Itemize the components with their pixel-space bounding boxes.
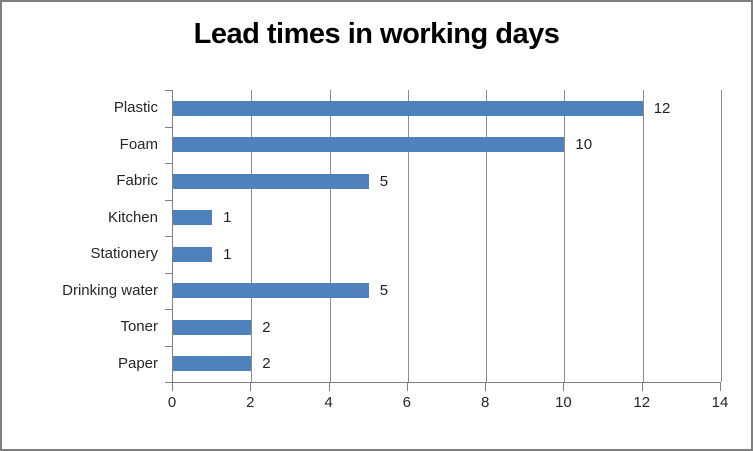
bar-kitchen: [173, 210, 213, 226]
gridline: [486, 90, 488, 382]
value-axis-label: 12: [633, 394, 651, 411]
category-axis-tick: [165, 163, 172, 164]
category-axis-tick: [165, 236, 172, 237]
bar-value-label: 12: [653, 99, 671, 117]
value-axis-label: 8: [480, 394, 490, 411]
bar-plastic: [173, 100, 643, 116]
bar-fabric: [173, 173, 369, 189]
category-label-stationery: Stationery: [90, 245, 158, 263]
bar-value-label: 5: [379, 172, 389, 190]
bar-stationery: [173, 246, 213, 262]
gridline: [564, 90, 566, 382]
bar-value-label: 1: [223, 245, 232, 263]
category-axis-tick: [165, 90, 172, 91]
bar-drinking-water: [173, 283, 369, 299]
bar-value-label: 5: [379, 282, 389, 300]
gridline: [407, 90, 409, 382]
value-axis-label: 6: [402, 394, 412, 411]
value-axis-label: 14: [711, 394, 729, 411]
value-axis-tick: [720, 383, 721, 391]
category-label-drinking-water: Drinking water: [62, 281, 158, 299]
value-axis-label: 4: [324, 394, 333, 411]
value-axis-tick: [641, 383, 643, 391]
value-axis-tick: [485, 383, 487, 391]
category-label-plastic: Plastic: [113, 99, 158, 117]
category-axis-tick: [165, 199, 172, 201]
value-axis-tick: [172, 383, 173, 391]
gridline: [642, 90, 644, 382]
bar-paper: [173, 356, 252, 372]
value-axis-label: 2: [246, 394, 255, 411]
category-axis-tick: [165, 345, 172, 347]
category-label-foam: Foam: [119, 135, 158, 153]
bar-value-label: 2: [262, 355, 271, 373]
plot-area: 12 10 5 1 1 5 2 2: [172, 90, 722, 383]
value-axis-label: 0: [167, 394, 177, 411]
category-label-fabric: Fabric: [116, 172, 158, 190]
gridline: [251, 90, 253, 382]
category-label-kitchen: Kitchen: [107, 208, 158, 226]
bar-value-label: 2: [262, 318, 271, 336]
gridline: [721, 90, 722, 382]
category-axis-tick: [165, 272, 172, 274]
category-axis-tick: [165, 126, 172, 128]
bar-toner: [173, 319, 252, 335]
category-label-paper: Paper: [117, 354, 158, 372]
category-axis-tick: [165, 309, 172, 310]
bar-value-label: 1: [223, 209, 232, 227]
category-label-toner: Toner: [120, 318, 158, 336]
value-axis-label: 10: [555, 394, 572, 411]
value-axis-tick: [328, 383, 330, 391]
value-axis-tick: [406, 383, 408, 391]
chart-title: Lead times in working days: [193, 18, 560, 50]
category-axis-tick: [165, 382, 172, 383]
bar-foam: [173, 137, 565, 153]
value-axis-tick: [250, 383, 252, 391]
gridline: [329, 90, 331, 382]
value-axis-tick: [563, 383, 565, 391]
bar-value-label: 10: [575, 136, 593, 154]
